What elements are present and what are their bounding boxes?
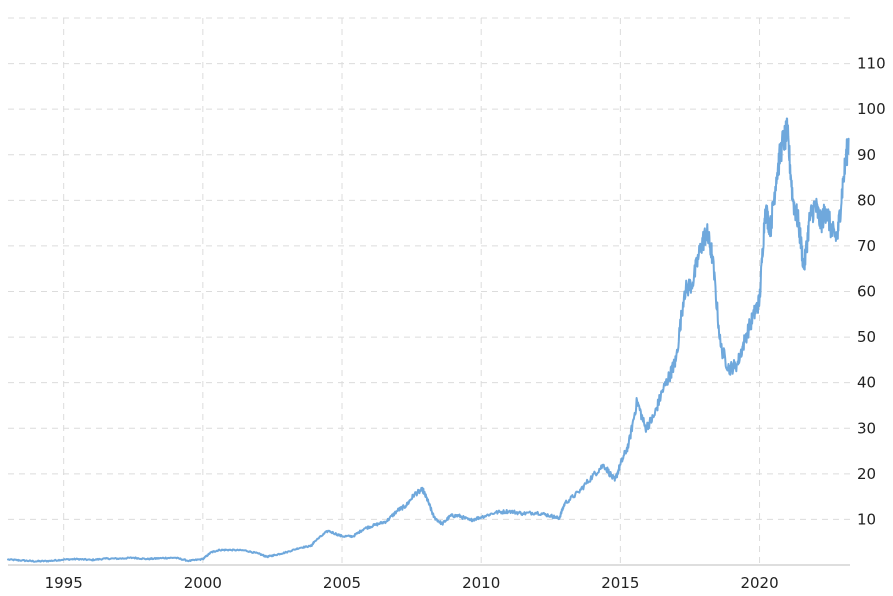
y-tick-label-40: 40 xyxy=(857,374,876,392)
y-tick-label-90: 90 xyxy=(857,146,876,164)
y-tick-label-20: 20 xyxy=(857,465,876,483)
x-tick-label-2020: 2020 xyxy=(740,574,778,592)
x-tick-labels: 1995 2000 2005 2010 2015 2020 xyxy=(45,574,779,592)
series-line-0 xyxy=(7,117,850,563)
y-tick-label-60: 60 xyxy=(857,283,876,301)
y-tick-label-100: 100 xyxy=(857,100,886,118)
y-tick-label-10: 10 xyxy=(857,510,876,528)
x-tick-label-2010: 2010 xyxy=(462,574,500,592)
y-tick-labels: 10 20 30 40 50 60 70 80 90 100 110 xyxy=(857,55,886,529)
y-tick-label-30: 30 xyxy=(857,419,876,437)
x-tick-label-1995: 1995 xyxy=(45,574,83,592)
vertical-gridlines xyxy=(63,18,761,565)
x-tick-label-2000: 2000 xyxy=(184,574,222,592)
y-tick-label-80: 80 xyxy=(857,191,876,209)
x-tick-label-2015: 2015 xyxy=(601,574,639,592)
y-tick-label-110: 110 xyxy=(857,55,886,73)
series-layer xyxy=(7,117,850,563)
y-tick-label-50: 50 xyxy=(857,328,876,346)
horizontal-gridlines xyxy=(8,17,850,520)
y-tick-label-70: 70 xyxy=(857,237,876,255)
x-tick-label-2005: 2005 xyxy=(323,574,361,592)
